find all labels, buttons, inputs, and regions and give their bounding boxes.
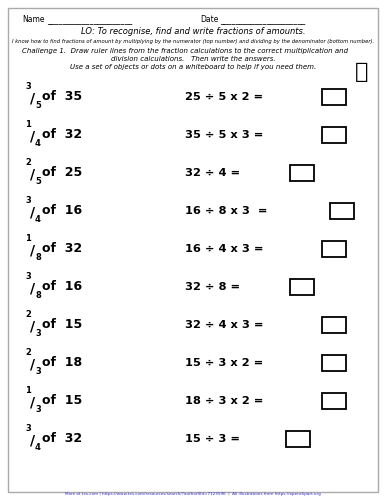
Text: 3: 3: [25, 424, 31, 433]
Bar: [322, 89, 346, 105]
Text: 8: 8: [35, 253, 41, 262]
Text: of  32: of 32: [42, 128, 82, 141]
Text: /: /: [30, 205, 36, 219]
Text: 35 ÷ 5 x 3 =: 35 ÷ 5 x 3 =: [185, 130, 263, 140]
Text: LO: To recognise, find and write fractions of amounts.: LO: To recognise, find and write fractio…: [81, 27, 305, 36]
Text: of  16: of 16: [42, 204, 82, 218]
Text: /: /: [30, 281, 36, 295]
Text: Challenge 1.  Draw ruler lines from the fraction calculations to the correct mul: Challenge 1. Draw ruler lines from the f…: [22, 48, 348, 54]
Text: 32 ÷ 4 x 3 =: 32 ÷ 4 x 3 =: [185, 320, 264, 330]
Text: 1: 1: [25, 386, 31, 395]
Text: of  32: of 32: [42, 242, 82, 256]
Text: /: /: [30, 243, 36, 257]
Text: /: /: [30, 167, 36, 181]
Text: 5: 5: [35, 101, 41, 110]
Text: More at tes.com | https://www.tes.com/resources/search/?authorSId=7123596  |  Al: More at tes.com | https://www.tes.com/re…: [65, 492, 321, 496]
Text: of  16: of 16: [42, 280, 82, 293]
Text: 3: 3: [35, 367, 41, 376]
Text: 25 ÷ 5 x 2 =: 25 ÷ 5 x 2 =: [185, 92, 263, 102]
Text: of  32: of 32: [42, 432, 82, 446]
Text: 16 ÷ 8 x 3  =: 16 ÷ 8 x 3 =: [185, 206, 267, 216]
Text: 5: 5: [35, 177, 41, 186]
Text: 3: 3: [25, 196, 31, 205]
Text: 4: 4: [35, 443, 41, 452]
Text: 2: 2: [25, 310, 31, 319]
Text: 15 ÷ 3 x 2 =: 15 ÷ 3 x 2 =: [185, 358, 263, 368]
Bar: [322, 241, 346, 257]
Text: of  15: of 15: [42, 394, 82, 407]
Text: /: /: [30, 395, 36, 409]
Bar: [322, 393, 346, 409]
Bar: [322, 127, 346, 143]
Text: I know how to find fractions of amount by multiplying by the numerator (top numb: I know how to find fractions of amount b…: [12, 39, 374, 44]
Text: 15 ÷ 3 =: 15 ÷ 3 =: [185, 434, 240, 444]
Text: 3: 3: [25, 82, 31, 91]
Bar: [290, 165, 314, 181]
Text: 2: 2: [25, 158, 31, 167]
Text: ______________________: ______________________: [220, 16, 305, 25]
Text: 18 ÷ 3 x 2 =: 18 ÷ 3 x 2 =: [185, 396, 263, 406]
Text: /: /: [30, 319, 36, 333]
Text: /: /: [30, 91, 36, 105]
Text: 1: 1: [25, 234, 31, 243]
Bar: [330, 203, 354, 219]
Text: 32 ÷ 4 =: 32 ÷ 4 =: [185, 168, 240, 178]
Bar: [286, 431, 310, 447]
Text: ______________________: ______________________: [47, 16, 132, 25]
Text: 2: 2: [25, 348, 31, 357]
Text: 16 ÷ 4 x 3 =: 16 ÷ 4 x 3 =: [185, 244, 264, 254]
Text: /: /: [30, 433, 36, 447]
Text: of  15: of 15: [42, 318, 82, 332]
FancyBboxPatch shape: [8, 8, 378, 492]
Text: of  25: of 25: [42, 166, 82, 179]
Text: of  18: of 18: [42, 356, 82, 370]
Text: 3: 3: [25, 272, 31, 281]
Text: 🤖: 🤖: [355, 62, 369, 82]
Bar: [290, 279, 314, 295]
Bar: [322, 355, 346, 371]
Text: Use a set of objects or dots on a whiteboard to help if you need them.: Use a set of objects or dots on a whiteb…: [70, 64, 316, 70]
Text: 3: 3: [35, 329, 41, 338]
Text: Date: Date: [200, 15, 218, 24]
Text: 3: 3: [35, 405, 41, 414]
Text: 1: 1: [25, 120, 31, 129]
Text: 4: 4: [35, 215, 41, 224]
Text: 4: 4: [35, 139, 41, 148]
Text: 32 ÷ 8 =: 32 ÷ 8 =: [185, 282, 240, 292]
Text: /: /: [30, 129, 36, 143]
Bar: [322, 317, 346, 333]
Text: of  35: of 35: [42, 90, 82, 104]
Text: Name: Name: [22, 15, 44, 24]
Text: /: /: [30, 357, 36, 371]
Text: division calculations.   Then write the answers.: division calculations. Then write the an…: [111, 56, 275, 62]
Text: 8: 8: [35, 291, 41, 300]
